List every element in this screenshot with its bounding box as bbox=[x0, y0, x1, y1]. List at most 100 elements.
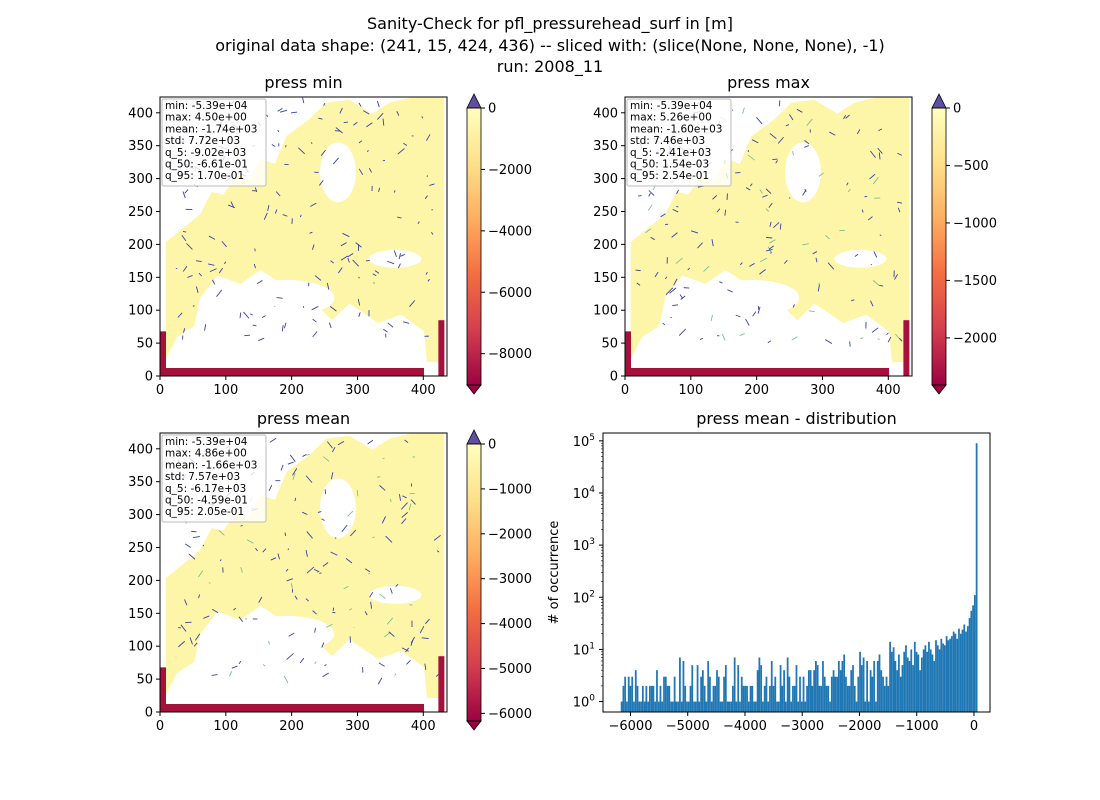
river-line bbox=[376, 100, 380, 108]
panel-title: press mean bbox=[257, 409, 350, 428]
river-line bbox=[785, 124, 790, 127]
histogram-bar bbox=[913, 641, 916, 712]
river-line bbox=[719, 281, 723, 284]
river-line bbox=[759, 189, 763, 194]
river-line bbox=[184, 189, 189, 194]
river-line bbox=[417, 221, 420, 224]
river-line bbox=[395, 584, 399, 587]
river-line bbox=[687, 267, 691, 271]
river-line bbox=[366, 122, 373, 128]
histogram-bar bbox=[871, 676, 874, 712]
river-line bbox=[299, 214, 302, 218]
stats-line: q_95: 2.54e-01 bbox=[630, 170, 709, 182]
histogram-bar bbox=[650, 685, 653, 712]
histogram-bar bbox=[876, 660, 879, 712]
histogram-bar bbox=[959, 633, 962, 712]
river-line bbox=[393, 190, 396, 193]
river-line bbox=[330, 472, 334, 480]
river-line bbox=[886, 332, 889, 336]
histogram-bar bbox=[958, 628, 960, 712]
river-line bbox=[284, 532, 287, 537]
river-line bbox=[648, 193, 651, 197]
histogram-bar bbox=[730, 701, 733, 712]
colorbar-tick-label: −1500 bbox=[953, 274, 997, 289]
histogram-bar bbox=[942, 643, 944, 712]
stats-line: max: 4.86e+00 bbox=[165, 448, 247, 460]
river-line bbox=[275, 191, 281, 197]
y-tick-label: 200 bbox=[128, 238, 153, 253]
y-tick-label: 0 bbox=[610, 370, 618, 385]
river-line bbox=[254, 187, 258, 193]
river-line bbox=[277, 129, 280, 133]
river-line bbox=[427, 278, 430, 282]
histogram-bar bbox=[825, 685, 828, 712]
land-area bbox=[165, 433, 445, 698]
stats-line: mean: -1.74e+03 bbox=[165, 123, 257, 135]
histogram-bar bbox=[883, 685, 886, 712]
river-line bbox=[182, 231, 187, 233]
river-line bbox=[745, 318, 750, 326]
river-line bbox=[802, 189, 807, 196]
histogram-bar bbox=[679, 657, 681, 712]
river-line bbox=[397, 148, 405, 155]
histogram-bar bbox=[885, 676, 888, 712]
river-line bbox=[230, 201, 235, 208]
histogram-bar bbox=[952, 631, 955, 712]
x-tick-label: 0 bbox=[156, 719, 164, 734]
x-tick-label: 300 bbox=[345, 383, 370, 398]
river-line bbox=[357, 298, 361, 306]
stats-line: mean: -1.66e+03 bbox=[165, 459, 257, 471]
river-line bbox=[347, 253, 354, 258]
river-line bbox=[337, 440, 345, 446]
river-line bbox=[238, 660, 242, 665]
histogram-bar bbox=[659, 685, 662, 712]
river-line bbox=[305, 549, 308, 557]
y-tick-label: 100 bbox=[593, 304, 618, 319]
y-tick-label: 350 bbox=[593, 139, 618, 154]
sea-gap bbox=[238, 615, 335, 652]
histogram-bar bbox=[890, 651, 893, 712]
river-line bbox=[358, 312, 361, 317]
histogram-bar bbox=[866, 660, 869, 712]
river-line bbox=[697, 242, 703, 249]
river-line bbox=[378, 662, 385, 667]
river-line bbox=[777, 136, 784, 144]
river-line bbox=[426, 134, 431, 141]
sea-gap bbox=[703, 279, 800, 316]
river-line bbox=[739, 333, 745, 336]
histogram-bar bbox=[875, 701, 877, 712]
river-line bbox=[675, 257, 683, 264]
map-image bbox=[160, 433, 445, 712]
histogram-bar bbox=[673, 676, 676, 712]
histogram-bar bbox=[746, 685, 748, 712]
histogram-bar bbox=[868, 701, 870, 712]
histogram-bar bbox=[899, 676, 902, 712]
colorbar-extend-top bbox=[466, 429, 482, 445]
river-line bbox=[867, 216, 873, 221]
river-line bbox=[183, 328, 186, 333]
river-line bbox=[326, 441, 333, 449]
river-line bbox=[258, 337, 265, 342]
histogram-bar bbox=[936, 645, 939, 712]
river-line bbox=[673, 278, 678, 286]
histogram-bar bbox=[896, 670, 899, 712]
river-line bbox=[680, 295, 686, 300]
river-line bbox=[747, 154, 755, 161]
histogram-bar bbox=[765, 676, 768, 712]
x-tick-label: 0 bbox=[621, 383, 629, 398]
y-tick-label: 102 bbox=[573, 589, 595, 606]
histogram-bar bbox=[638, 701, 641, 712]
river-line bbox=[899, 337, 903, 342]
river-line bbox=[365, 568, 371, 573]
stats-line: q_5: -2.41e+03 bbox=[630, 147, 711, 159]
river-line bbox=[317, 511, 322, 513]
river-line bbox=[286, 653, 294, 661]
sea-gap bbox=[319, 478, 356, 539]
histogram-bar bbox=[689, 685, 692, 712]
river-line bbox=[429, 183, 435, 186]
histogram-bar bbox=[915, 651, 918, 712]
river-line bbox=[827, 262, 835, 270]
river-line bbox=[765, 248, 773, 252]
sea-gap bbox=[238, 279, 335, 316]
river-line bbox=[369, 591, 374, 598]
